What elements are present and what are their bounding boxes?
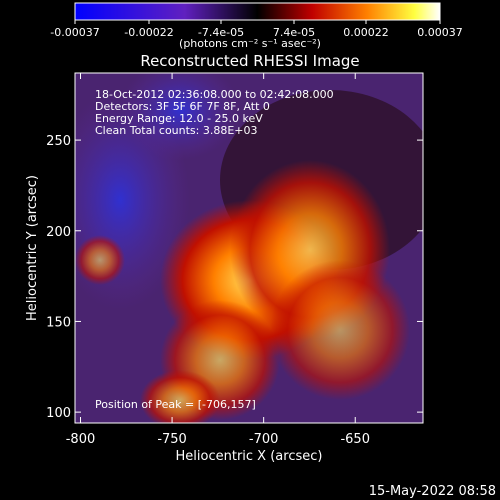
y-tick-label: 100	[46, 406, 71, 421]
colorbar-tick-label: -0.00037	[50, 26, 99, 39]
y-tick-label: 150	[46, 315, 71, 330]
annotation: Clean Total counts: 3.88E+03	[95, 124, 258, 137]
colorbar-label: (photons cm⁻² s⁻¹ asec⁻²)	[179, 37, 321, 50]
annotation: 18-Oct-2012 02:36:08.000 to 02:42:08.000	[95, 88, 334, 101]
timestamp: 15-May-2022 08:58	[369, 484, 496, 499]
plot-frame	[74, 72, 424, 424]
x-tick-label: -800	[66, 432, 96, 447]
x-tick-label: -750	[157, 432, 187, 447]
y-tick-label: 200	[46, 225, 71, 240]
colorbar	[74, 2, 441, 21]
x-tick-label: -700	[249, 432, 279, 447]
x-axis-label: Heliocentric X (arcsec)	[176, 449, 323, 464]
y-axis-label: Heliocentric Y (arcsec)	[25, 175, 40, 321]
colorbar-tick-label: 7.4e-05	[273, 26, 315, 39]
annotation: Detectors: 3F 5F 6F 7F 8F, Att 0	[95, 100, 270, 113]
y-tick-label: 250	[46, 134, 71, 149]
colorbar-tick-label: -7.4e-05	[198, 26, 244, 39]
colorbar-tick-label: 0.00022	[343, 26, 389, 39]
chart-title: Reconstructed RHESSI Image	[140, 52, 359, 70]
heatmap	[75, 73, 423, 423]
colorbar-tick-label: -0.00022	[124, 26, 173, 39]
annotation: Energy Range: 12.0 - 25.0 keV	[95, 112, 263, 125]
x-tick-label: -650	[340, 432, 370, 447]
colorbar-tick-label: 0.00037	[417, 26, 463, 39]
peak-label: Position of Peak = [-706,157]	[95, 398, 256, 411]
